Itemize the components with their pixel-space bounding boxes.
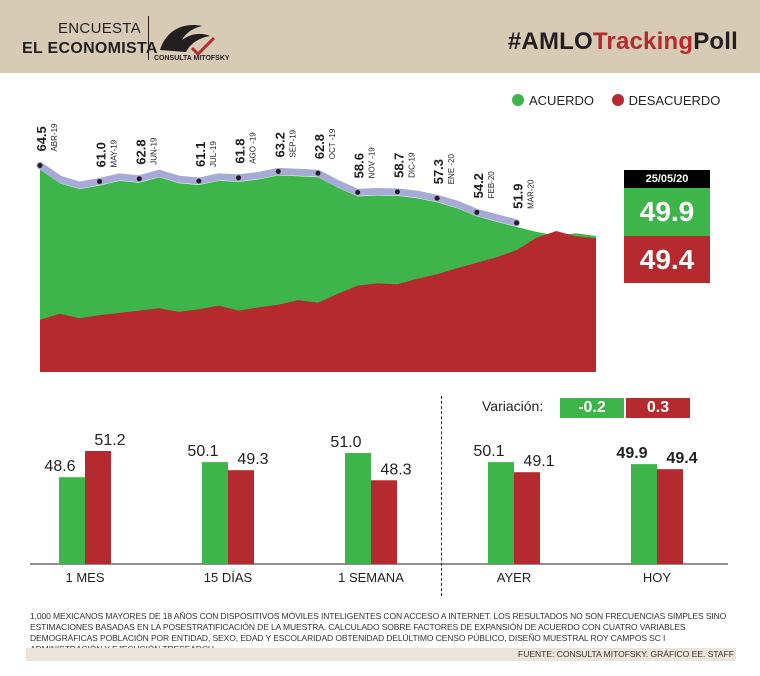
annotation-dot	[355, 189, 361, 195]
legend-acuerdo-label: ACUERDO	[529, 93, 595, 108]
legend-desacuerdo-label: DESACUERDO	[628, 93, 721, 108]
header-bar	[0, 0, 760, 73]
annotation-month: SEP-19	[288, 129, 297, 157]
annotation-month: ENE -20	[447, 153, 456, 184]
annotation-value: 51.9	[511, 184, 526, 209]
annotation-dot	[97, 178, 103, 184]
annotation-dot	[474, 209, 480, 215]
brand-line-2: EL ECONOMISTA	[22, 40, 158, 57]
annotation-dot	[136, 176, 142, 182]
legend-desacuerdo-swatch	[611, 94, 624, 106]
annotation-dot	[394, 189, 400, 195]
mitofsky-logo	[160, 25, 216, 56]
hashtag-title: #AMLOTrackingPoll	[507, 28, 738, 55]
annotation-month: AGO -19	[249, 132, 258, 164]
annotation-dot	[275, 168, 281, 174]
annotation-month: DIC-19	[407, 152, 416, 178]
annotation-value: 62.8	[312, 134, 327, 159]
annotation-value: 61.1	[193, 142, 208, 167]
variation-label: Variación:	[482, 398, 544, 414]
panel-divider	[441, 396, 442, 596]
annotation-value: 54.2	[471, 173, 486, 198]
annotation-value: 61.0	[94, 142, 109, 167]
current-desacuerdo-value: 49.4	[624, 236, 710, 283]
annotation-value: 64.5	[34, 126, 49, 151]
annotation-dot	[196, 178, 202, 184]
footer-band	[26, 648, 736, 661]
header-separator	[148, 16, 149, 60]
annotation-value: 57.3	[431, 159, 446, 184]
brand-line-1: ENCUESTA	[58, 20, 141, 37]
chart-legend: ACUERDO DESACUERDO	[512, 93, 734, 108]
current-acuerdo-value: 49.9	[624, 188, 710, 236]
logo-text: CONSULTA MITOFSKY	[154, 55, 230, 62]
annotation-dot	[514, 220, 520, 226]
annotation-month: MAY-19	[110, 139, 119, 167]
annotation-month: ABR-19	[50, 123, 59, 152]
annotation-value: 63.2	[272, 132, 287, 157]
variation-desacuerdo: 0.3	[626, 398, 690, 418]
source-credit: FUENTE: CONSULTA MITOFSKY. GRÁFICO EE. S…	[518, 649, 734, 659]
current-date: 25/05/20	[624, 170, 710, 188]
desacuerdo-area	[40, 231, 596, 372]
annotation-dot	[315, 170, 321, 176]
legend-acuerdo-swatch	[512, 94, 524, 106]
annotation-month: JUN-19	[149, 137, 158, 165]
annotation-month: OCT -19	[328, 128, 337, 159]
annotation-month: FEB-20	[487, 171, 496, 199]
annotation-month: JUL-19	[209, 141, 218, 167]
annotation-month: MAR-20	[527, 179, 536, 209]
annotation-dot	[37, 163, 43, 169]
annotation-value: 61.8	[233, 138, 248, 163]
annotation-dot	[236, 175, 242, 181]
annotation-dot	[434, 195, 440, 201]
annotation-value: 58.6	[352, 153, 367, 178]
annotation-value: 58.7	[391, 153, 406, 178]
annotation-value: 62.8	[133, 139, 148, 164]
variation-acuerdo: -0.2	[560, 398, 624, 418]
annotation-month: NOV -19	[368, 147, 377, 179]
